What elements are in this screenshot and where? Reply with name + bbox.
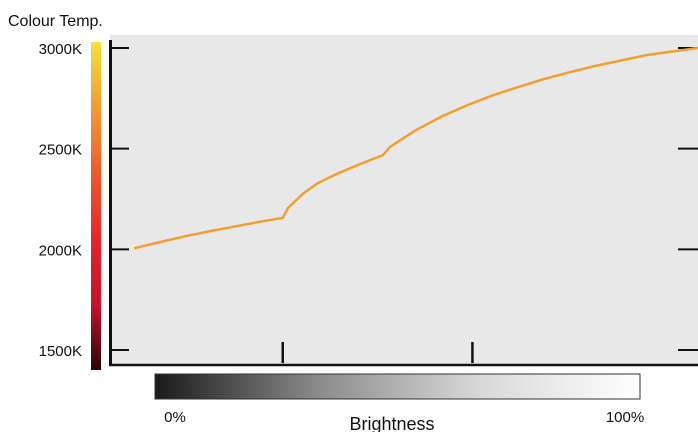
x-axis-title: Brightness [349, 414, 434, 432]
x-brightness-colorbar [154, 373, 641, 400]
y-tick-label: 2000K [39, 242, 82, 259]
series-line [133, 46, 698, 250]
y-axis-title: Colour Temp. [8, 13, 103, 30]
x-tick-label: 0% [164, 409, 186, 426]
plot-area [110, 35, 698, 365]
y-tick-label: 3000K [39, 41, 82, 58]
y-tick-label: 2500K [39, 142, 82, 159]
y-axis-ticks: 3000K 2500K 2000K 1500K [39, 41, 698, 360]
y-colour-temp-colorbar [91, 42, 101, 370]
y-tick-label: 1500K [39, 343, 82, 360]
x-tick-label: 100% [606, 409, 644, 426]
x-axis-tick-labels: 0% 100% [164, 409, 644, 426]
x-axis-ticks [281, 342, 474, 363]
